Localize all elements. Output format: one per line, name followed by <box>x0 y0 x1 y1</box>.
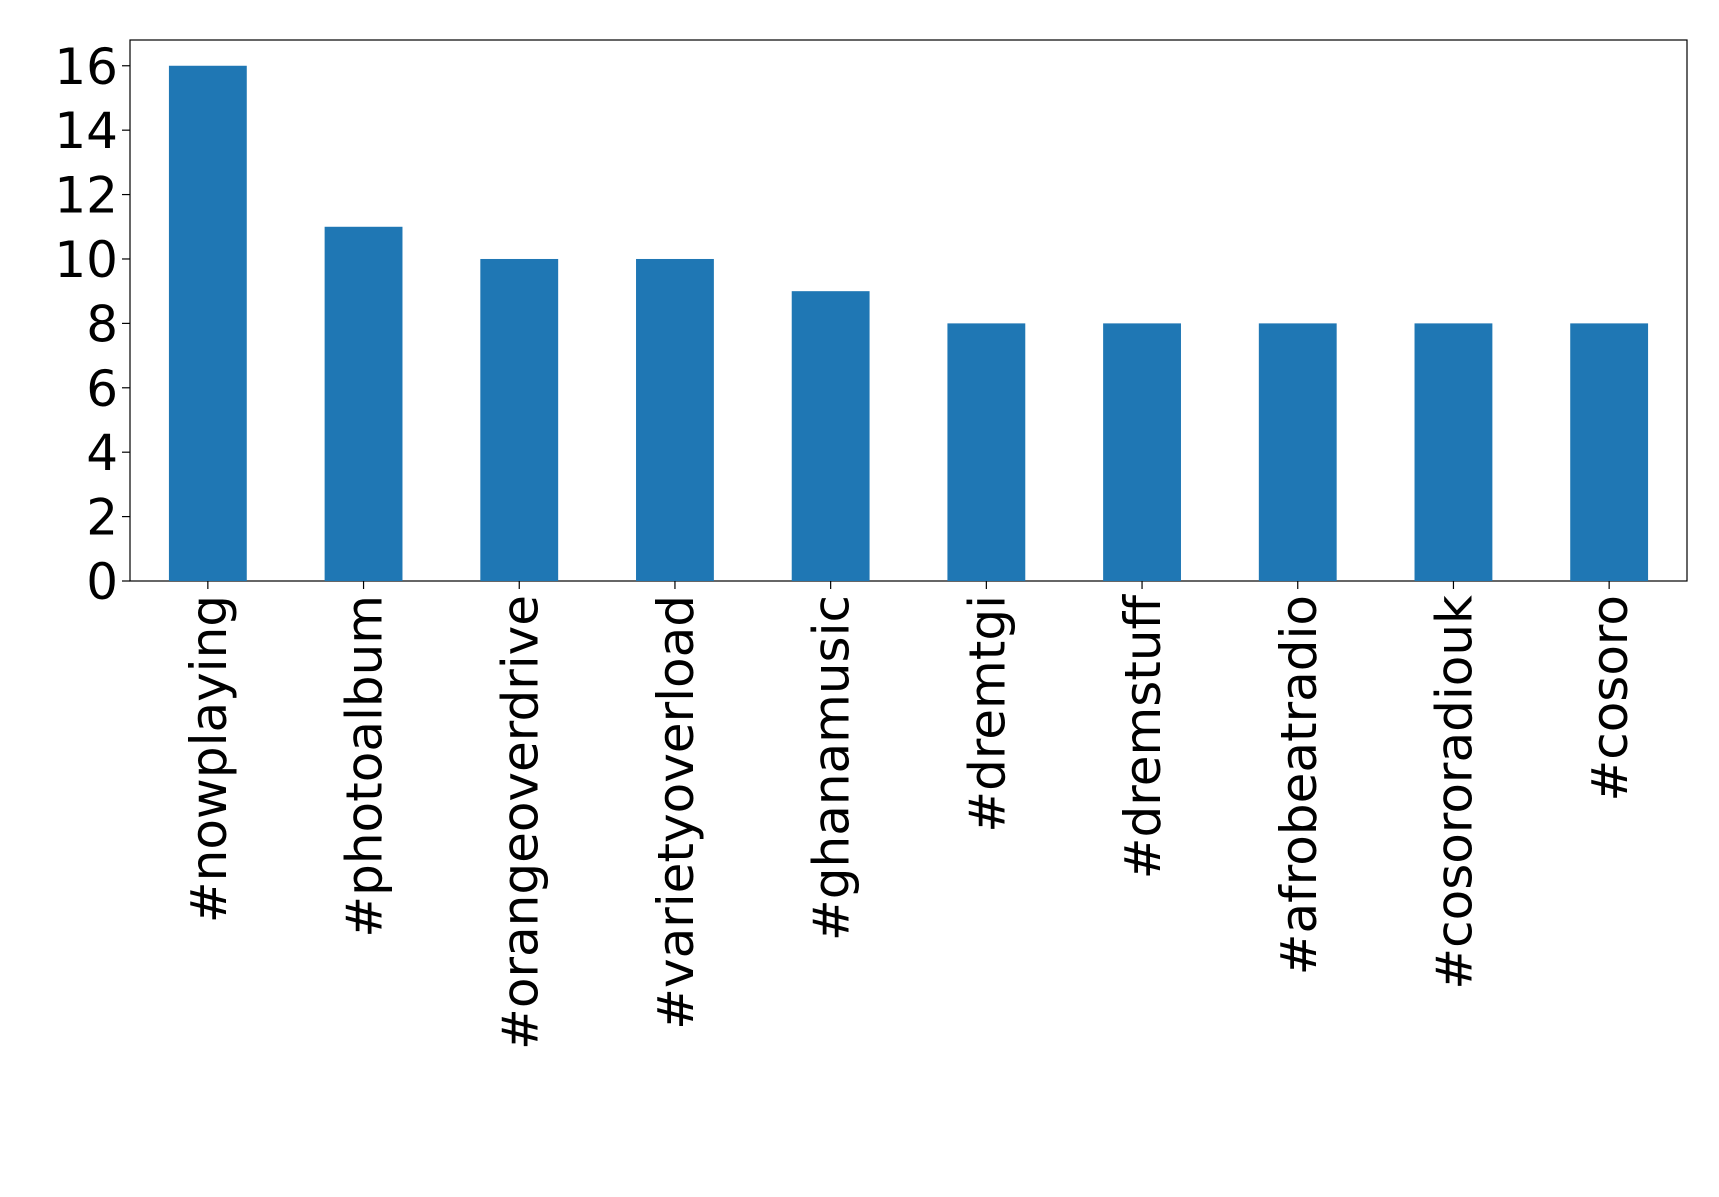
x-tick-label: #orangeoverdrive <box>491 595 549 1050</box>
y-tick-label: 0 <box>86 553 118 611</box>
y-tick-label: 8 <box>86 295 118 353</box>
bar <box>636 258 714 581</box>
x-tick-label: #cosororadiouk <box>1425 595 1483 990</box>
bar <box>791 291 870 581</box>
y-tick-label: 12 <box>54 167 118 225</box>
bar <box>1103 323 1181 581</box>
x-tick-label: #photoalbum <box>336 595 394 938</box>
x-tick-label: #varietyoverload <box>647 595 705 1030</box>
y-tick-label: 16 <box>54 38 118 96</box>
x-tick-label: #afrobeatradio <box>1270 595 1328 975</box>
bar <box>1570 323 1649 581</box>
y-tick-label: 6 <box>86 360 118 418</box>
x-tick-label: #dremtgi <box>958 595 1016 833</box>
x-tick-label: #ghanamusic <box>803 595 861 941</box>
y-tick-label: 10 <box>54 231 118 289</box>
bar <box>1414 323 1493 581</box>
bar <box>1258 323 1337 581</box>
y-tick-label: 2 <box>86 489 118 547</box>
y-tick-label: 14 <box>54 102 118 160</box>
plot-frame <box>129 39 1688 582</box>
bar <box>480 258 559 581</box>
x-tick-label: #cosoro <box>1581 595 1639 802</box>
y-tick-label: 4 <box>86 424 118 482</box>
bar <box>947 323 1026 581</box>
bar <box>168 65 247 581</box>
x-tick-label: #dremstuff <box>1114 593 1172 879</box>
x-tick-label: #nowplaying <box>180 595 238 923</box>
bar <box>324 226 403 581</box>
